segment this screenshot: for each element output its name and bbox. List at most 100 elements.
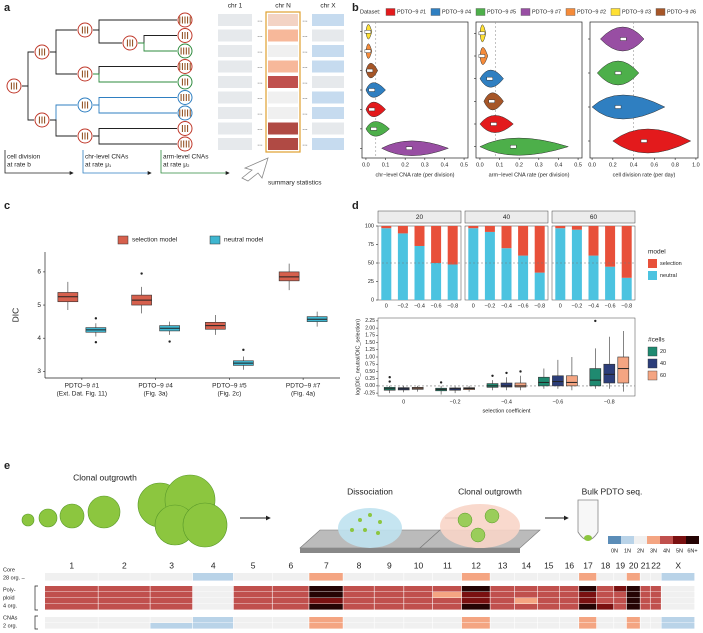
heatmap-cell [650, 598, 661, 604]
heatmap-cell [626, 598, 640, 604]
heatmap-cell [537, 592, 560, 598]
heatmap-cell [579, 617, 597, 623]
bar-segment [605, 226, 616, 267]
heatmap-cell [374, 617, 404, 623]
row-group-label: Core [3, 567, 15, 573]
column-header: chr 1 [228, 3, 243, 10]
x-tick-label: 0.8 [671, 162, 679, 168]
heatmap-cell [650, 586, 661, 592]
facet-label: 40 [503, 214, 511, 221]
legend-swatch [660, 536, 673, 544]
legend-label: PDTO−9 #5 [487, 9, 516, 15]
legend-arrow [82, 150, 152, 175]
x-tick-label: 0.1 [496, 162, 504, 168]
heatmap-cell [374, 592, 404, 598]
row-group-label: 4 org. [3, 603, 18, 609]
legend-swatch [565, 8, 576, 16]
heatmap-cell [626, 592, 640, 598]
chromosome-label: 3 [169, 560, 174, 570]
heatmap-cell [45, 598, 98, 604]
heatmap-cell [614, 623, 627, 629]
heatmap-cell [98, 604, 150, 610]
heatmap-cell [650, 604, 661, 610]
legend-label: 6N+ [687, 548, 697, 554]
median-box [614, 71, 622, 75]
grid-cell [268, 76, 298, 88]
tree-edge [138, 35, 177, 44]
median-box [405, 146, 413, 150]
heatmap-cell [272, 586, 309, 592]
heatmap-cell [150, 598, 193, 604]
heatmap-cell [192, 598, 234, 604]
heatmap-cell [559, 617, 579, 623]
heatmap-cell [596, 573, 614, 581]
heatmap-cell [537, 573, 560, 581]
legend-label: 3N [650, 548, 657, 554]
heatmap-cell [650, 617, 661, 623]
chromosome-label: 16 [565, 560, 575, 570]
grid-cell [312, 91, 344, 104]
heatmap-cell [579, 592, 597, 598]
grid-cell [312, 29, 344, 42]
outlier [388, 380, 391, 383]
x-tick-label: 0.2 [609, 162, 617, 168]
bar-segment [397, 233, 408, 300]
ellipsis: ... [257, 110, 263, 117]
panel-label: b [352, 2, 359, 14]
tree-edge [50, 29, 77, 53]
y-tick-label: 1.00 [365, 354, 375, 360]
heatmap-cell [596, 617, 614, 623]
heatmap-cell [150, 586, 193, 592]
x-tick-label: 0.5 [460, 162, 468, 168]
x-tick-label: 0.2 [401, 162, 409, 168]
heatmap-cell [596, 592, 614, 598]
legend-swatch [673, 536, 686, 544]
column-header: chr X [320, 3, 336, 10]
x-tick-label: 0.0 [588, 162, 596, 168]
x-tick-label: −0.2 [450, 399, 461, 405]
grid-cell [218, 91, 252, 104]
heatmap-cell [272, 623, 309, 629]
median-box [488, 99, 495, 104]
box [538, 376, 550, 387]
grid-cell [312, 45, 344, 57]
legend-swatch [648, 271, 657, 280]
summary-arrow [241, 157, 269, 182]
x-axis-title: arm−level CNA rate (per division) [489, 172, 570, 178]
box [589, 368, 602, 387]
tree-edge [93, 135, 177, 145]
heatmap-cell [614, 598, 627, 604]
ellipsis: ... [302, 125, 308, 132]
median-box [490, 122, 497, 126]
heatmap-cell [490, 617, 515, 623]
legend-label: 20 [660, 349, 666, 355]
chromosome-label: X [675, 560, 681, 570]
heatmap-cell [461, 573, 490, 581]
heatmap-cell [661, 586, 695, 592]
chromosome-label: 13 [498, 560, 508, 570]
ellipsis: ... [302, 32, 308, 39]
heatmap-cell [461, 623, 490, 629]
heatmap-cell [640, 604, 650, 610]
chromosome-label: 6 [289, 560, 294, 570]
legend-label: 40 [660, 361, 666, 367]
heatmap-cell [233, 604, 272, 610]
ellipsis: ... [257, 141, 263, 148]
heatmap-cell [432, 586, 462, 592]
chromosome-label: 19 [616, 560, 626, 570]
panel-label: a [4, 2, 11, 14]
x-tick-label: 0.0 [476, 162, 484, 168]
outlier [519, 370, 522, 373]
bar-segment [381, 228, 392, 300]
heatmap-cell [192, 573, 234, 581]
heatmap-cell [98, 586, 150, 592]
x-tick-label: −0.8 [534, 303, 545, 309]
legend-title: Dataset: [360, 9, 381, 15]
violin [591, 94, 666, 120]
x-tick-label: −0.8 [621, 303, 632, 309]
legend-swatch [117, 235, 129, 245]
x-tick-label: PDTO−9 #7 [286, 383, 321, 390]
violin [612, 128, 692, 154]
legend-label: chr-level CNAs [85, 154, 129, 161]
legend-label: 5N [676, 548, 683, 554]
